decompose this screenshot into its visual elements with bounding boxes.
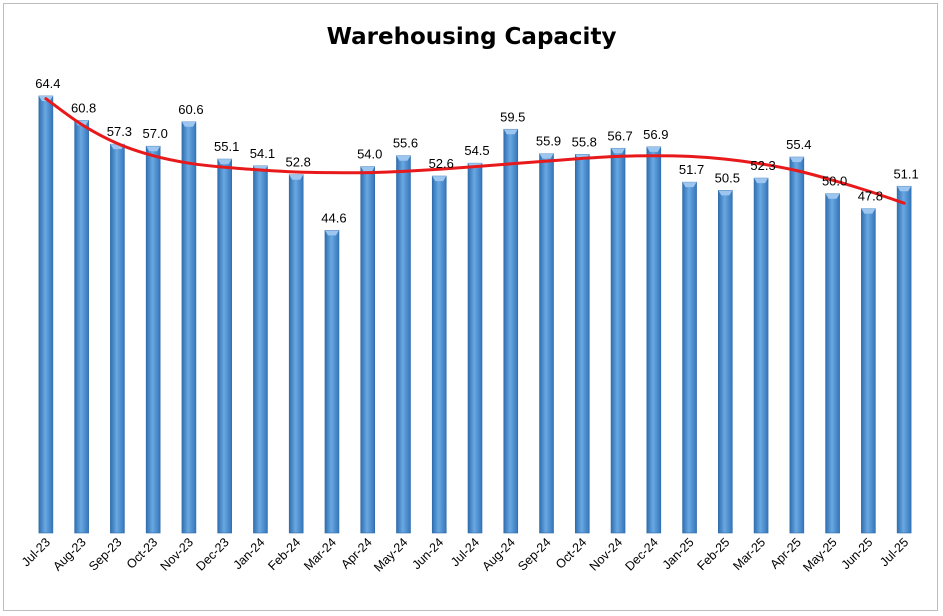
value-label-jul-24: 54.5 (464, 143, 489, 158)
value-label-dec-24: 56.9 (643, 127, 668, 142)
x-tick-jan-25: Jan-25 (660, 535, 697, 572)
bar-cap-dec-23 (217, 159, 232, 165)
x-tick-oct-23: Oct-23 (124, 535, 160, 571)
bar-cap-sep-24 (539, 153, 554, 159)
bar-cap-jul-25 (897, 186, 912, 192)
value-label-aug-24: 59.5 (500, 109, 525, 124)
bar-may-25 (825, 193, 840, 534)
bar-jul-23 (38, 95, 54, 534)
bar-cap-aug-24 (503, 129, 518, 135)
value-label-jan-24: 54.1 (250, 146, 275, 161)
bar-may-24 (396, 155, 411, 534)
x-tick-sep-23: Sep-23 (86, 535, 124, 573)
bar-cap-apr-24 (360, 166, 375, 172)
value-label-oct-24: 55.8 (572, 134, 597, 149)
bar-cap-nov-23 (181, 121, 196, 127)
x-tick-mar-24: Mar-24 (301, 535, 339, 573)
bar-cap-may-24 (396, 155, 411, 161)
bar-sep-24 (539, 153, 554, 534)
value-label-may-25: 50.0 (822, 174, 847, 189)
bar-cap-jun-25 (861, 208, 876, 214)
bar-cap-jun-24 (432, 176, 447, 182)
x-tick-nov-23: Nov-23 (158, 535, 196, 573)
bar-oct-23 (145, 145, 161, 534)
x-tick-nov-24: Nov-24 (587, 535, 625, 573)
x-tick-mar-25: Mar-25 (730, 535, 768, 573)
x-tick-jun-25: Jun-25 (839, 535, 876, 572)
bar-dec-23 (217, 158, 232, 534)
value-label-sep-23: 57.3 (107, 124, 132, 139)
bar-jan-25 (682, 181, 697, 534)
x-tick-may-24: May-24 (371, 535, 410, 574)
bar-mar-24 (324, 230, 340, 534)
bar-cap-nov-24 (611, 148, 626, 154)
value-label-jan-25: 51.7 (679, 162, 704, 177)
bar-cap-feb-25 (718, 190, 733, 196)
bar-jan-24 (253, 165, 268, 534)
bar-jun-25 (861, 208, 876, 534)
bar-aug-23 (74, 120, 89, 534)
x-tick-jul-25: Jul-25 (877, 535, 911, 569)
value-label-sep-24: 55.9 (536, 134, 561, 149)
value-label-jul-23: 64.4 (35, 76, 60, 91)
x-tick-feb-24: Feb-24 (265, 535, 303, 573)
x-tick-jun-24: Jun-24 (409, 535, 446, 572)
bar-feb-24 (288, 174, 304, 534)
bar-cap-mar-24 (324, 230, 339, 236)
x-tick-jul-24: Jul-24 (448, 535, 482, 569)
x-tick-apr-25: Apr-25 (768, 535, 804, 571)
bar-cap-jan-25 (682, 182, 697, 188)
bar-cap-apr-25 (789, 157, 804, 163)
bar-cap-feb-24 (289, 174, 304, 180)
x-tick-sep-24: Sep-24 (515, 535, 553, 573)
x-tick-jan-24: Jan-24 (231, 535, 268, 572)
bar-dec-24 (646, 146, 662, 534)
x-tick-may-25: May-25 (800, 535, 839, 574)
x-tick-oct-24: Oct-24 (553, 535, 589, 571)
value-label-apr-25: 55.4 (786, 137, 811, 152)
x-tick-dec-24: Dec-24 (623, 535, 661, 573)
x-tick-aug-23: Aug-23 (50, 535, 88, 573)
x-tick-apr-24: Apr-24 (338, 535, 374, 571)
bar-aug-24 (503, 128, 519, 534)
value-label-jun-24: 52.6 (429, 156, 454, 171)
bar-nov-23 (181, 121, 197, 534)
value-label-may-24: 55.6 (393, 136, 418, 151)
x-tick-dec-23: Dec-23 (193, 535, 231, 573)
value-label-dec-23: 55.1 (214, 139, 239, 154)
value-label-jun-25: 47.8 (858, 189, 883, 204)
value-label-jul-25: 51.1 (893, 166, 918, 181)
bar-cap-may-25 (825, 193, 840, 199)
value-label-mar-25: 52.3 (750, 158, 775, 173)
x-tick-aug-24: Aug-24 (479, 535, 517, 573)
value-label-nov-24: 56.7 (607, 128, 632, 143)
bar-nov-24 (610, 147, 626, 534)
bar-sep-23 (110, 143, 125, 534)
bar-apr-25 (789, 156, 805, 534)
value-label-mar-24: 44.6 (321, 210, 346, 225)
bar-jul-24 (467, 162, 483, 534)
bar-apr-24 (360, 166, 376, 534)
bar-oct-24 (574, 154, 590, 534)
value-label-oct-23: 57.0 (143, 126, 168, 141)
value-label-feb-24: 52.8 (286, 155, 311, 170)
value-label-apr-24: 54.0 (357, 147, 382, 162)
bar-jul-25 (896, 185, 912, 534)
bar-feb-25 (718, 190, 733, 534)
value-label-feb-25: 50.5 (715, 170, 740, 185)
value-label-nov-23: 60.6 (178, 102, 203, 117)
x-tick-feb-25: Feb-25 (695, 535, 733, 573)
bar-mar-25 (753, 177, 769, 534)
x-tick-jul-23: Jul-23 (19, 535, 53, 569)
trendline (44, 97, 906, 205)
chart-title: Warehousing Capacity (326, 24, 617, 50)
bar-cap-oct-23 (146, 146, 161, 152)
bar-cap-dec-24 (646, 146, 661, 152)
bar-cap-mar-25 (754, 178, 769, 184)
bar-jun-24 (431, 175, 447, 534)
value-label-aug-23: 60.8 (71, 100, 96, 115)
